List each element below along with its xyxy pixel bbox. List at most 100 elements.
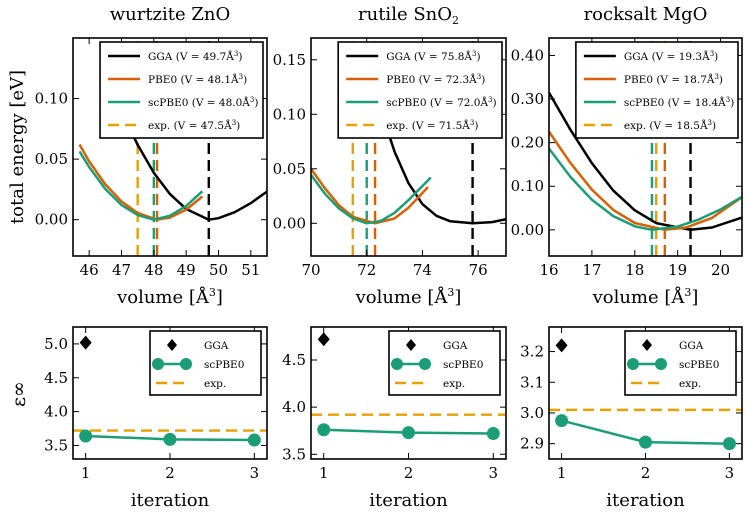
scpbe0-point	[163, 432, 177, 446]
zno-eps-panel: 1 2 3 3.5 4.0 4.5 5.0 GGA scPBE0 exp. iteration	[44, 326, 268, 511]
legend: GGA scPBE0 exp.	[149, 330, 262, 396]
x-tick-label: 3	[489, 464, 499, 482]
y-tick-label: 3.0	[520, 404, 544, 422]
y-tick-label: 0.00	[273, 214, 306, 232]
y-tick-label: 0.10	[35, 90, 68, 108]
x-tick-label: 51	[241, 261, 260, 279]
legend-swatch-gga	[406, 339, 416, 351]
x-tick-label: 2	[404, 464, 414, 482]
x-tick-label: 1	[81, 464, 91, 482]
legend-swatch-scpbe0-point	[391, 358, 403, 370]
legend-swatch-gga	[642, 339, 652, 351]
legend-entry: GGA (V = 19.3Å3​)	[624, 49, 718, 63]
y-tick-label: 0.20	[511, 134, 544, 152]
legend-entry: GGA	[679, 340, 704, 352]
x-tick-label: 46	[80, 261, 99, 279]
x-tick-label: 48	[144, 261, 163, 279]
zno-energy-plot-area	[78, 38, 267, 256]
y-tick-label: 5.0	[44, 335, 68, 353]
scpbe0-point	[402, 426, 415, 440]
x-tick-label: 76	[469, 261, 488, 279]
x-tick-label: 70	[301, 261, 320, 279]
legend-entry: PBE0 (V = 72.3Å3​)	[386, 72, 485, 86]
legend-entry: exp. (V = 47.5Å3​)	[148, 118, 240, 132]
legend: GGA scPBE0 exp.	[388, 330, 501, 396]
zno-eps-plot-area	[73, 335, 267, 447]
y-tick-label: 0.05	[35, 150, 68, 168]
y-tick-label: 2.9	[520, 435, 544, 453]
legend-entry: scPBE0 (V = 18.4Å3​)	[624, 95, 734, 109]
legend-swatch-scpbe0-point	[655, 358, 667, 370]
legend-entry: scPBE0 (V = 48.0Å3​)	[148, 95, 258, 109]
x-tick-label: 1	[557, 464, 567, 482]
y-tick-label: 3.5	[44, 436, 68, 454]
legend-frame	[99, 41, 264, 139]
series-pbe0-line	[78, 143, 204, 221]
y-tick-label: 4.5	[44, 369, 68, 387]
sno2-energy-plot-area	[311, 38, 506, 256]
legend-swatch-scpbe0-point	[180, 358, 192, 370]
y-tick-label: 4.0	[44, 403, 68, 421]
legend-entry: exp. (V = 71.5Å3​)	[386, 118, 478, 132]
y-tick-label: 0.15	[273, 51, 306, 69]
x-axis-label: volume [Å3​]	[116, 286, 223, 308]
scpbe0-point	[722, 437, 736, 451]
panel-title: rocksalt MgO	[584, 4, 708, 25]
y-tick-label: 0.00	[35, 211, 68, 229]
x-tick-label: 3	[250, 464, 260, 482]
scpbe0-point	[79, 429, 93, 443]
legend-entry: exp.	[679, 378, 701, 390]
mgo-eps-plot-area	[549, 338, 742, 451]
y-tick-label: 0.00	[511, 221, 544, 239]
sno2-eps-plot-area	[311, 332, 506, 441]
legend-entry: PBE0 (V = 18.7Å3​)	[624, 72, 723, 86]
x-tick-label: 2	[641, 464, 651, 482]
legend-entry: PBE0 (V = 48.1Å3​)	[148, 72, 247, 86]
y-tick-label: 4.0	[282, 398, 306, 416]
sno2-energy-panel: 70 72 74 76 0.00 0.05 0.10 0.15 GGA (V = 75.8Å3​…	[273, 4, 507, 308]
series-pbe0-line	[549, 130, 742, 232]
legend-entry: GGA	[443, 340, 468, 352]
legend-swatch-gga	[167, 339, 177, 351]
gga-point	[555, 338, 568, 353]
y-tick-label: 3.5	[282, 445, 306, 463]
y-tick-label: 0.40	[511, 46, 544, 64]
y-axis-label-bottom: ε∞	[8, 381, 30, 407]
panel-title: wurtzite ZnO	[110, 4, 231, 25]
scpbe0-point	[317, 423, 331, 437]
scpbe0-point	[247, 433, 261, 447]
x-tick-label: 1	[319, 464, 329, 482]
x-tick-label: 2	[165, 464, 175, 482]
series-gga-line	[120, 110, 267, 221]
legend-entry: scPBE0 (V = 72.0Å3​)	[386, 95, 496, 109]
series-scpbe0-line	[549, 147, 742, 232]
legend: GGA (V = 75.8Å3​) PBE0 (V = 72.3Å3​) scPBE…	[337, 41, 503, 139]
x-axis-label: iteration	[369, 490, 448, 511]
y-tick-label: 3.2	[520, 343, 544, 361]
legend-entry: scPBE0	[443, 359, 483, 371]
legend: GGA (V = 49.7Å3​) PBE0 (V = 48.1Å3​) scPBE…	[99, 41, 264, 139]
x-axis-label: iteration	[131, 490, 210, 511]
y-axis-label-top: total energy [eV]	[7, 70, 28, 224]
x-axis-label: volume [Å3​]	[355, 286, 462, 308]
y-tick-label: 0.05	[273, 160, 306, 178]
legend: GGA (V = 19.3Å3​) PBE0 (V = 18.7Å3​) scPBE…	[575, 41, 739, 139]
gga-point	[317, 332, 330, 347]
mgo-energy-panel: 16 17 18 19 20 0.00 0.10 0.20 0.30 0.40 GGA (V = 1…	[511, 4, 743, 308]
legend-swatch-scpbe0-point	[627, 358, 639, 370]
x-axis-label: volume [Å3​]	[592, 286, 699, 308]
legend-entry: scPBE0	[204, 359, 244, 371]
axes-frame	[548, 37, 743, 257]
y-tick-label: 0.10	[511, 177, 544, 195]
legend-entry: GGA	[204, 340, 229, 352]
legend-frame	[575, 41, 739, 139]
legend-entry: GGA (V = 49.7Å3​)	[148, 49, 242, 63]
zno-energy-panel: 46 47 48 49 50 51 0.00 0.05 0.10 GGA (V = 49.7Å3​…	[35, 4, 268, 308]
x-tick-label: 3	[725, 464, 735, 482]
x-tick-label: 19	[668, 261, 687, 279]
mgo-eps-panel: 1 2 3 2.9 3.0 3.1 3.2 GGA scPBE0 exp. iteration	[520, 326, 743, 511]
legend: GGA scPBE0 exp.	[624, 330, 737, 396]
series-scpbe0-line	[311, 174, 432, 225]
legend-entry: GGA (V = 75.8Å3​)	[386, 49, 480, 63]
